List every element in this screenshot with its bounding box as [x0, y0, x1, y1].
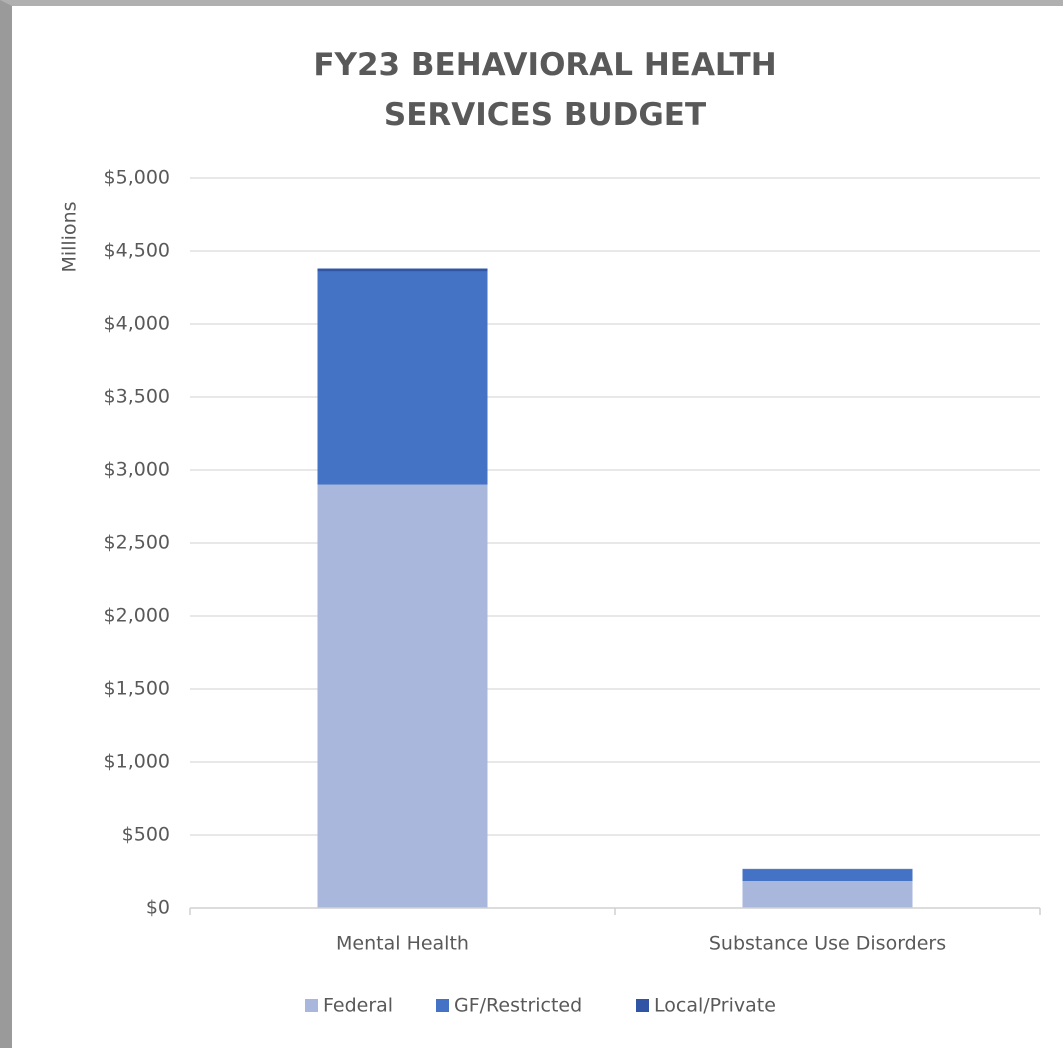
y-tick-label: $3,000 — [104, 459, 170, 481]
y-tick-label: $2,000 — [104, 605, 170, 627]
legend-label: Federal — [323, 995, 393, 1017]
y-axis-label: Millions — [59, 201, 81, 272]
bar-segment — [317, 268, 488, 272]
chart-title: FY23 BEHAVIORAL HEALTH SERVICES BUDGET — [313, 47, 777, 133]
y-tick-label: $2,500 — [104, 532, 170, 554]
x-tick-label: Substance Use Disorders — [709, 933, 946, 955]
legend-swatch — [305, 999, 318, 1012]
x-tick-label: Mental Health — [336, 933, 469, 955]
y-tick-label: $5,000 — [104, 167, 170, 189]
y-tick-label: $1,500 — [104, 678, 170, 700]
legend-label: Local/Private — [654, 995, 776, 1017]
legend-label: GF/Restricted — [454, 995, 582, 1017]
y-tick-label: $1,000 — [104, 751, 170, 773]
y-tick-label: $0 — [146, 897, 170, 919]
bar-segment — [317, 484, 488, 908]
y-tick-label: $4,000 — [104, 313, 170, 335]
y-tick-label: $3,500 — [104, 386, 170, 408]
bar-segment — [742, 880, 913, 908]
bar-segment — [317, 271, 488, 485]
legend-swatch — [636, 999, 649, 1012]
y-tick-label: $4,500 — [104, 240, 170, 262]
bar-segment — [742, 869, 913, 881]
y-tick-label: $500 — [122, 824, 170, 846]
legend-swatch — [436, 999, 449, 1012]
